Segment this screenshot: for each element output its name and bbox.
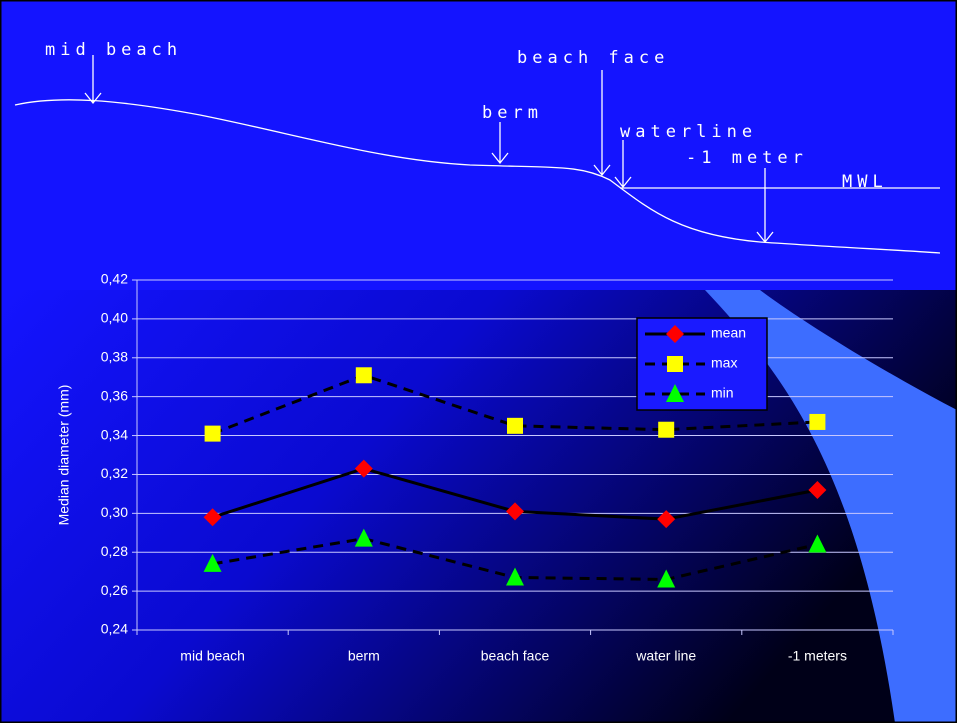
y-tick-label: 0,30 xyxy=(101,504,128,520)
diagram-label: waterline xyxy=(620,122,757,142)
y-axis-title: Median diameter (mm) xyxy=(56,385,72,526)
series-line xyxy=(212,373,818,436)
marker xyxy=(658,421,675,438)
legend-label: min xyxy=(711,385,734,401)
diagram-label: -1 meter xyxy=(686,148,808,168)
x-tick-label: mid beach xyxy=(180,648,245,664)
marker xyxy=(203,553,222,572)
diagram-label: beach face xyxy=(517,48,669,68)
legend-marker xyxy=(666,325,684,343)
marker xyxy=(507,417,523,434)
legend-label: max xyxy=(711,355,737,371)
y-tick-label: 0,26 xyxy=(101,582,128,598)
x-tick-label: water line xyxy=(635,648,696,664)
marker xyxy=(808,481,827,499)
marker xyxy=(657,510,676,529)
diagram-label: berm xyxy=(482,103,543,123)
y-tick-label: 0,38 xyxy=(101,348,128,364)
marker xyxy=(506,502,524,521)
marker xyxy=(354,528,373,547)
x-tick-label: berm xyxy=(348,648,380,664)
y-tick-label: 0,36 xyxy=(101,387,128,403)
profile-line xyxy=(14,99,941,254)
y-tick-label: 0,34 xyxy=(101,426,128,442)
arrow xyxy=(756,168,774,244)
arrow xyxy=(84,55,102,105)
y-tick-label: 0,24 xyxy=(101,621,128,637)
y-tick-label: 0,28 xyxy=(101,543,128,559)
diagram-label: MWL xyxy=(842,172,888,192)
arrow xyxy=(593,70,611,177)
marker xyxy=(809,413,826,430)
marker xyxy=(506,567,524,586)
legend-marker xyxy=(667,356,683,372)
decorative-band xyxy=(705,290,957,723)
legend-marker xyxy=(666,384,684,402)
marker xyxy=(808,534,827,553)
diagram-label: mid beach xyxy=(45,40,182,60)
arrow xyxy=(491,122,509,165)
marker xyxy=(657,569,676,588)
beach-profile: mid beach beach face berm waterline -1 m… xyxy=(14,40,941,254)
arrow xyxy=(614,140,632,189)
y-tick-label: 0,32 xyxy=(101,465,128,481)
y-tick-label: 0,42 xyxy=(101,271,128,287)
x-tick-label: beach face xyxy=(481,648,550,664)
y-tick-label: 0,40 xyxy=(101,310,128,326)
legend-label: mean xyxy=(711,325,746,341)
x-tick-label: -1 meters xyxy=(788,648,847,664)
marker xyxy=(355,367,372,384)
marker xyxy=(204,425,221,442)
marker xyxy=(354,459,373,478)
marker xyxy=(203,508,222,527)
